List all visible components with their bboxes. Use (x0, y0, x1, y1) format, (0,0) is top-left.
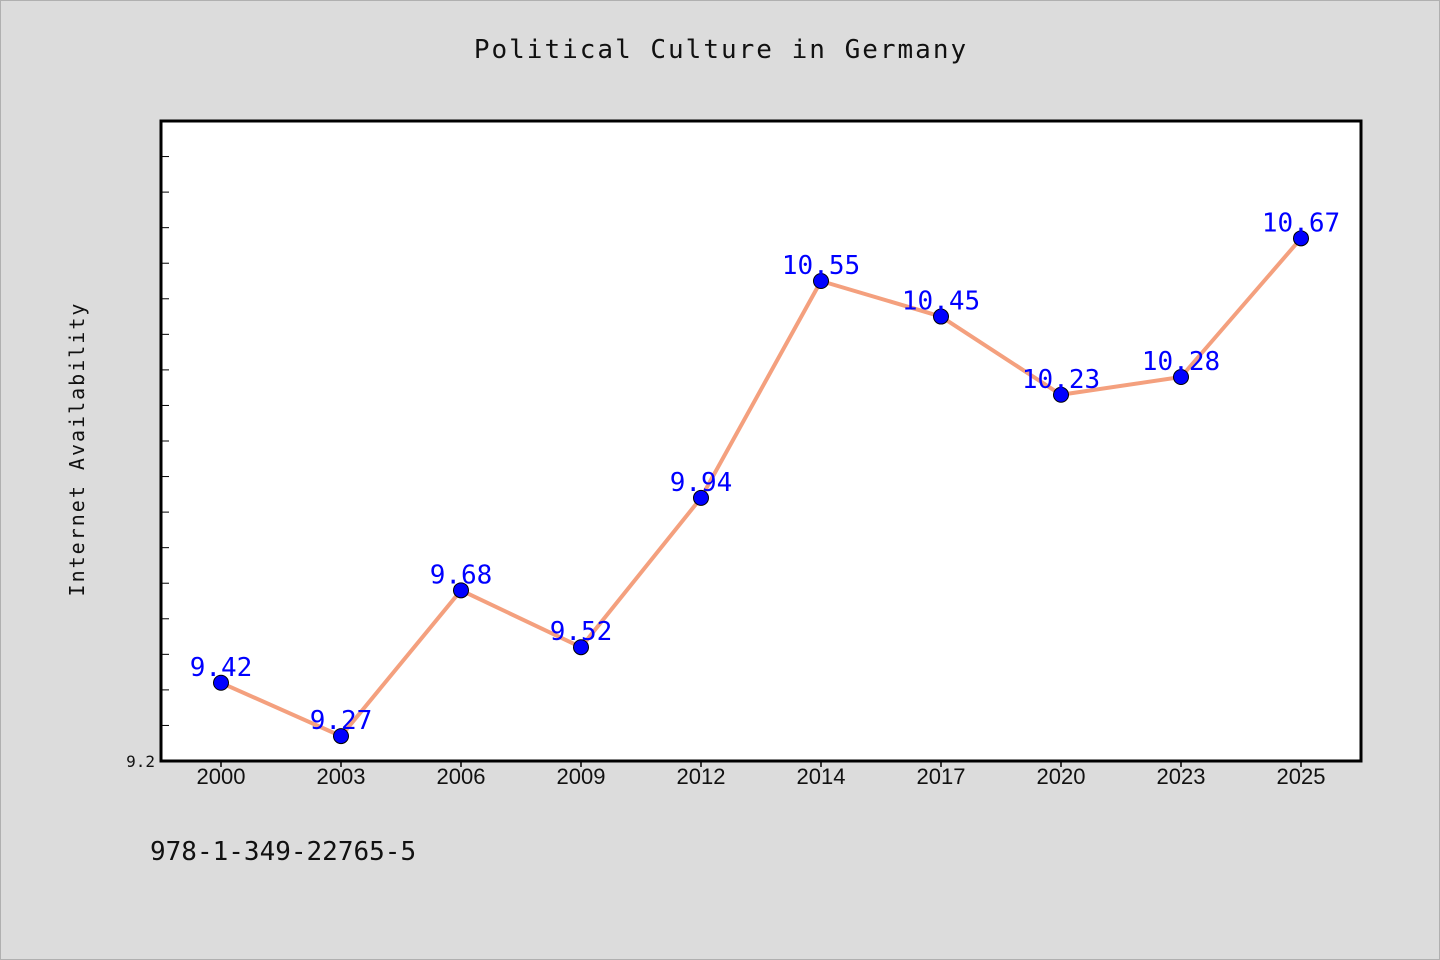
data-label: 10.45 (902, 287, 980, 317)
data-label: 9.52 (550, 617, 613, 647)
data-label: 9.42 (190, 653, 253, 683)
data-point (1293, 230, 1309, 247)
data-point (813, 273, 829, 289)
data-label: 10.23 (1022, 365, 1100, 395)
data-label: 9.94 (670, 468, 733, 498)
x-tick-label: 2003 (317, 764, 366, 789)
x-tick-label: 2014 (797, 764, 846, 789)
data-point (213, 674, 229, 691)
x-tick-label: 2020 (1037, 764, 1086, 789)
data-label: 10.67 (1262, 208, 1340, 238)
data-label: 9.27 (310, 706, 373, 736)
x-tick-label: 2000 (197, 764, 246, 789)
x-tick-label: 2012 (677, 764, 726, 789)
data-point (453, 582, 469, 599)
plot-area (159, 119, 1363, 763)
x-tick-label: 2009 (557, 764, 606, 789)
data-label: 10.55 (782, 251, 860, 281)
data-label: 9.68 (430, 560, 493, 590)
data-point (1173, 369, 1189, 385)
y-tick-label: 9.2 (126, 752, 155, 771)
footer-code: 978-1-349-22765-5 (150, 837, 417, 867)
series-line (219, 236, 1303, 739)
data-label: 10.28 (1142, 347, 1220, 377)
data-point (333, 728, 349, 745)
data-point (693, 489, 709, 506)
x-tick-label: 2017 (917, 764, 966, 789)
x-tick-label: 2023 (1157, 764, 1206, 789)
data-point (1053, 386, 1069, 403)
x-tick-label: 2006 (437, 764, 486, 789)
data-point (573, 639, 589, 656)
chart-title: Political Culture in Germany (473, 35, 969, 65)
data-point (933, 308, 949, 325)
x-tick-label: 2025 (1277, 764, 1326, 789)
